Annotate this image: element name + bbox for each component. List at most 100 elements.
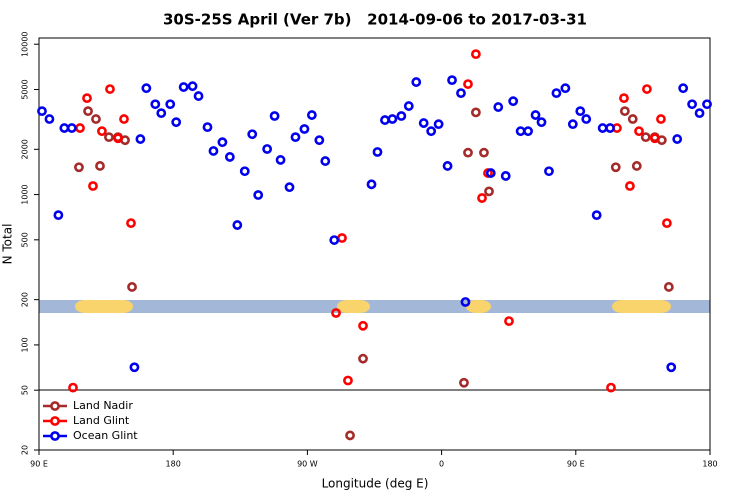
point [387, 114, 398, 124]
point [372, 147, 383, 157]
point [358, 320, 368, 331]
point [156, 108, 167, 119]
point [171, 117, 182, 128]
point [329, 235, 340, 245]
point [396, 111, 407, 121]
point [663, 282, 674, 292]
point [479, 147, 489, 158]
y-tick-label: 50 [21, 385, 30, 395]
y-tick-label: 10000 [21, 31, 30, 56]
point [75, 123, 85, 133]
point [127, 282, 137, 292]
point [232, 220, 243, 230]
point [575, 106, 586, 117]
legend-marker [50, 401, 60, 411]
point [702, 99, 712, 110]
point [314, 135, 325, 146]
point [224, 152, 235, 162]
point [640, 132, 651, 143]
point [544, 166, 554, 177]
point [275, 155, 286, 165]
x-tick-label: 180 [702, 460, 717, 469]
y-tick-label: 200 [21, 292, 30, 307]
point [262, 144, 273, 154]
point [253, 190, 264, 200]
point [459, 377, 469, 388]
point [358, 353, 368, 364]
point [418, 118, 429, 128]
point [493, 102, 504, 112]
point [581, 114, 592, 124]
point [610, 162, 621, 173]
point [672, 134, 683, 144]
point [337, 233, 347, 243]
y-axis-label: N Total [1, 224, 15, 265]
legend-label: Land Nadir [73, 399, 133, 412]
legend-marker [50, 416, 60, 426]
point [331, 308, 341, 318]
point [165, 99, 176, 110]
legend-label: Land Glint [73, 414, 130, 427]
x-tick-label: 0 [439, 460, 444, 469]
point [380, 115, 390, 125]
point [53, 210, 64, 221]
point [239, 166, 250, 177]
point [619, 93, 629, 104]
legend-marker [50, 431, 60, 441]
point [433, 119, 444, 130]
point [202, 122, 213, 133]
point [678, 83, 689, 94]
point [126, 218, 136, 228]
point [591, 210, 602, 221]
point [44, 114, 55, 124]
point [343, 375, 353, 386]
y-tick-label: 500 [21, 232, 30, 247]
y-tick-label: 100 [21, 337, 30, 352]
point [193, 91, 204, 101]
point [551, 88, 562, 99]
point [447, 75, 457, 86]
land-segment [75, 300, 133, 313]
point [366, 179, 377, 190]
point [290, 132, 301, 143]
band [39, 300, 710, 313]
point [345, 430, 355, 441]
point [95, 161, 105, 171]
point [426, 126, 437, 137]
point [627, 114, 638, 124]
point [299, 124, 310, 134]
point [687, 99, 698, 110]
point [656, 114, 666, 124]
point [97, 126, 107, 137]
x-axis-label: Longitude (deg E) [322, 477, 429, 491]
point [560, 83, 571, 94]
point [470, 49, 481, 60]
land-segment [466, 300, 491, 313]
point [187, 81, 198, 92]
land-band [39, 300, 710, 313]
point [178, 82, 189, 92]
point [37, 106, 47, 117]
point [504, 316, 514, 327]
point [82, 93, 92, 104]
point [68, 382, 78, 393]
point [666, 362, 677, 373]
point [694, 108, 705, 119]
point [567, 119, 578, 130]
plot-frame [38, 37, 711, 451]
point [411, 77, 422, 87]
point [113, 133, 123, 144]
point [83, 106, 93, 117]
point [88, 181, 98, 191]
y-tick-label: 2000 [21, 139, 30, 159]
x-tick-label: 90 W [297, 460, 318, 469]
point [597, 123, 608, 133]
point [217, 137, 228, 148]
point [463, 147, 473, 158]
point [634, 126, 644, 137]
point [642, 84, 652, 94]
point [605, 123, 615, 133]
point [320, 156, 331, 166]
point [484, 186, 494, 197]
